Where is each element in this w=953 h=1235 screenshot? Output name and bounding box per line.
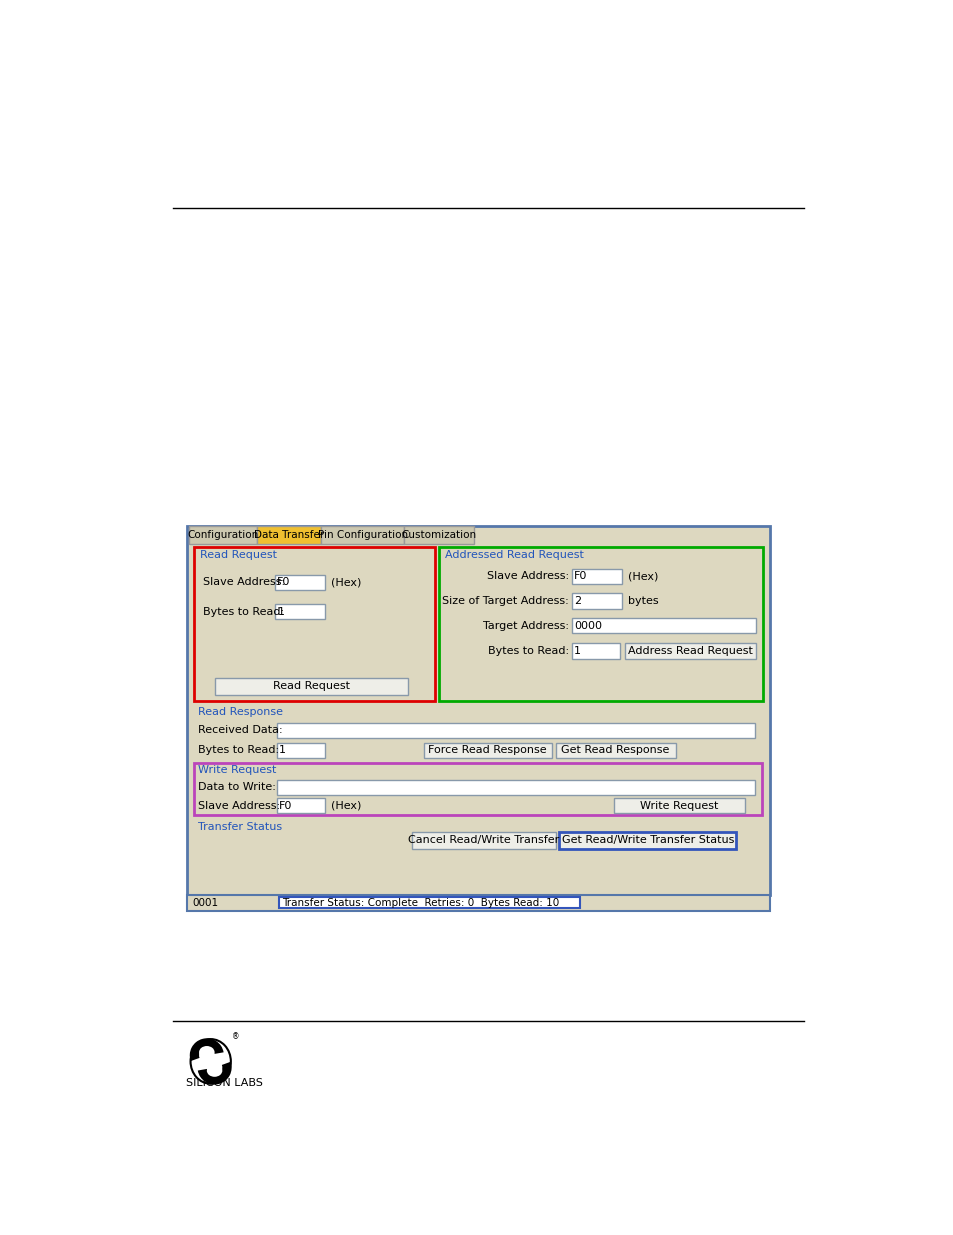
Bar (274, 574, 325, 590)
Text: ®: ® (233, 1032, 239, 1041)
Bar (558, 832, 736, 848)
Bar (274, 604, 325, 620)
Text: Write Request: Write Request (639, 800, 718, 811)
Text: 1: 1 (574, 646, 580, 656)
Text: Addressed Read Request: Addressed Read Request (444, 550, 583, 559)
Text: Bytes to Read:: Bytes to Read: (198, 746, 279, 756)
Text: Configuration: Configuration (188, 530, 258, 540)
Bar (276, 798, 324, 814)
Text: F0: F0 (574, 572, 587, 582)
Bar (187, 526, 769, 895)
Text: (Hex): (Hex) (331, 800, 361, 811)
Wedge shape (197, 1062, 232, 1084)
Text: Address Read Request: Address Read Request (627, 646, 752, 656)
Bar (571, 642, 619, 659)
Bar (423, 742, 551, 758)
Bar (613, 798, 744, 814)
Text: Force Read Response: Force Read Response (428, 746, 546, 756)
Text: Read Request: Read Request (273, 682, 350, 692)
Ellipse shape (199, 1046, 214, 1058)
Text: Write Request: Write Request (198, 766, 276, 776)
Text: Customization: Customization (401, 530, 476, 540)
Bar (276, 742, 324, 758)
Bar (193, 763, 761, 815)
Text: Data Transfer: Data Transfer (253, 530, 324, 540)
Text: F0: F0 (277, 578, 291, 588)
Text: Bytes to Read:: Bytes to Read: (203, 606, 284, 616)
Bar (276, 722, 754, 739)
Text: Target Address:: Target Address: (482, 621, 568, 631)
Text: bytes: bytes (627, 597, 658, 606)
Bar (215, 678, 407, 695)
Text: Size of Target Address:: Size of Target Address: (441, 597, 568, 606)
Text: 1: 1 (278, 746, 286, 756)
Text: Slave Address:: Slave Address: (486, 572, 568, 582)
Bar (278, 898, 579, 908)
Bar (187, 895, 769, 910)
Text: Slave Address:: Slave Address: (198, 800, 280, 811)
Text: Bytes to Read:: Bytes to Read: (487, 646, 568, 656)
Bar (624, 642, 756, 659)
Text: Transfer Status: Transfer Status (198, 823, 282, 832)
Bar (571, 593, 621, 609)
Bar (276, 779, 754, 795)
Bar (320, 526, 404, 543)
Text: SILICON LABS: SILICON LABS (186, 1078, 262, 1088)
Bar (571, 568, 621, 584)
Text: 2: 2 (574, 597, 580, 606)
Text: Slave Address:: Slave Address: (203, 578, 285, 588)
Text: Transfer Status: Complete  Retries: 0  Bytes Read: 10: Transfer Status: Complete Retries: 0 Byt… (282, 898, 558, 908)
Text: (Hex): (Hex) (331, 578, 361, 588)
Text: Read Request: Read Request (199, 550, 276, 559)
Wedge shape (190, 1039, 223, 1061)
Bar (189, 526, 257, 543)
Bar (571, 618, 756, 634)
Text: 0001: 0001 (192, 898, 218, 908)
Bar (438, 547, 761, 701)
Text: 0000: 0000 (574, 621, 601, 631)
Text: (Hex): (Hex) (627, 572, 658, 582)
Bar (257, 526, 320, 543)
Text: Get Read/Write Transfer Status: Get Read/Write Transfer Status (561, 835, 733, 846)
Text: Cancel Read/Write Transfer: Cancel Read/Write Transfer (408, 835, 558, 846)
Text: F0: F0 (278, 800, 292, 811)
Bar (555, 742, 675, 758)
Text: Data to Write:: Data to Write: (198, 782, 275, 793)
Text: Get Read Response: Get Read Response (560, 746, 669, 756)
Text: Pin Configuration: Pin Configuration (317, 530, 407, 540)
Text: Read Response: Read Response (198, 706, 283, 716)
Text: Received Data:: Received Data: (198, 725, 283, 735)
Text: 1: 1 (277, 606, 284, 616)
Ellipse shape (207, 1065, 222, 1077)
Bar (412, 832, 555, 848)
Bar (404, 526, 474, 543)
Bar (193, 547, 435, 701)
